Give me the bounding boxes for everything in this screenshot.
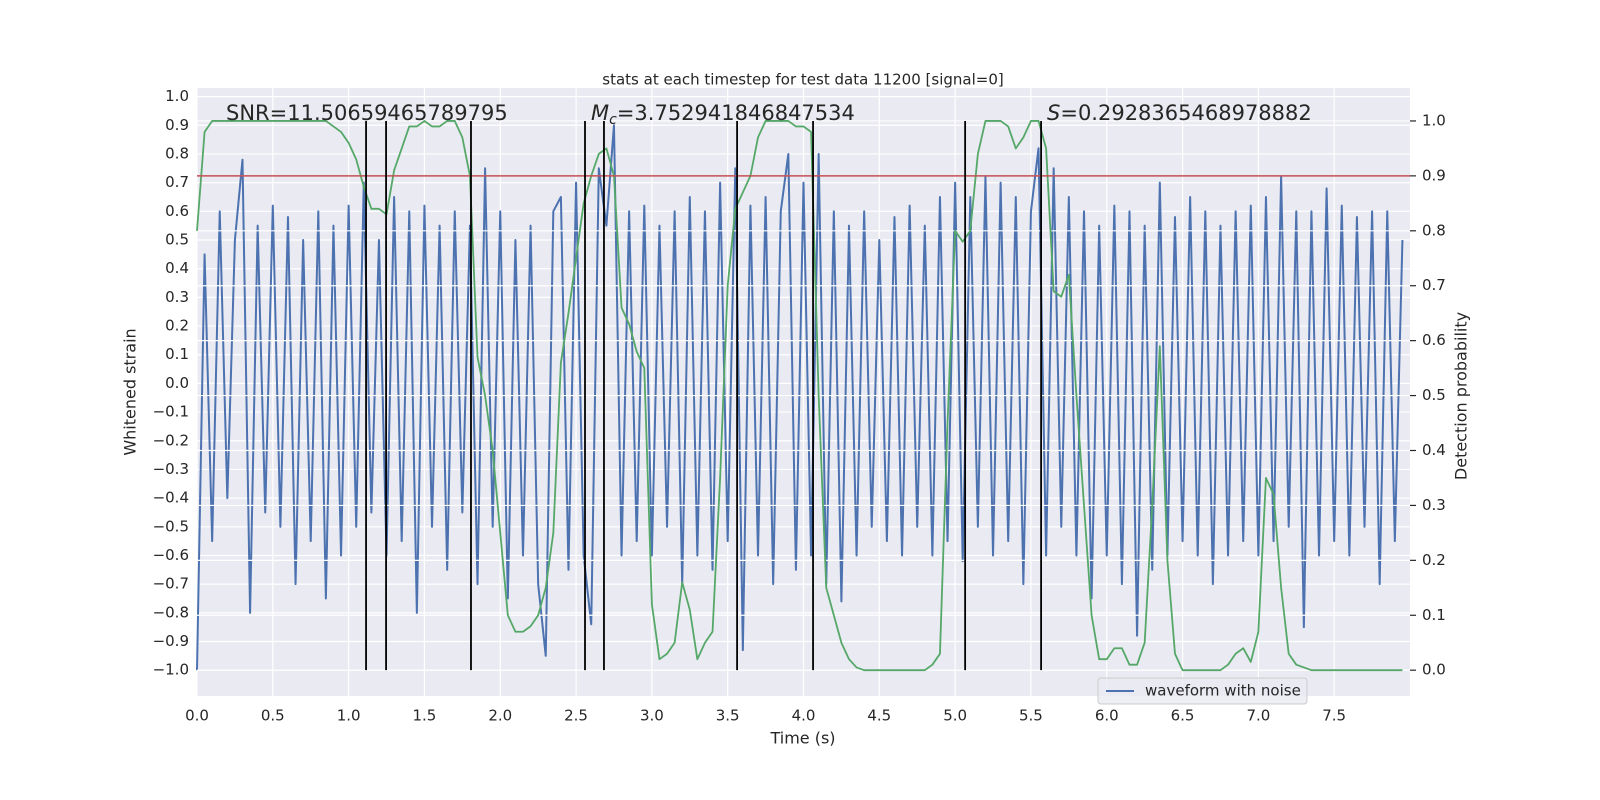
annotation: Mc=3.752941846847534 [591, 101, 855, 128]
y2-tick-label: 0.8 [1422, 221, 1446, 239]
x-tick-label: 5.0 [943, 707, 967, 725]
y-tick-label: −0.2 [153, 431, 189, 449]
y-tick-label: −0.3 [153, 460, 189, 478]
x-tick-label: 4.0 [792, 707, 816, 725]
y-tick-label: 0.3 [165, 288, 189, 306]
y-tick-label: 0.4 [165, 259, 189, 277]
y-tick-label: 0.2 [165, 317, 189, 335]
y2-tick-label: 0.6 [1422, 331, 1446, 349]
x-axis-label: Time (s) [769, 729, 835, 748]
x-tick-label: 6.0 [1095, 707, 1119, 725]
line-series [196, 124, 1404, 671]
y-tick-label: −0.6 [153, 546, 189, 564]
annotation-text: =0.2928365468978882 [1060, 101, 1311, 125]
annotation: SNR=11.50659465789795 [226, 101, 508, 125]
x-tick-label: 1.5 [413, 707, 437, 725]
y2-tick-label: 0.4 [1422, 441, 1446, 459]
y-tick-label: 0.7 [165, 173, 189, 191]
annotation-symbol: S [1047, 101, 1060, 125]
x-tick-label: 5.5 [1019, 707, 1043, 725]
annotation-symbol: M [591, 101, 609, 125]
y-tick-label: −0.4 [153, 489, 189, 507]
x-tick-label: 1.0 [337, 707, 361, 725]
y-tick-label: −0.5 [153, 517, 189, 535]
y2-tick-label: 0.2 [1422, 551, 1446, 569]
y-tick-label: −0.7 [153, 575, 189, 593]
y2-tick-label: 0.3 [1422, 496, 1446, 514]
y-tick-label: −1.0 [153, 661, 189, 679]
x-tick-label: 6.5 [1171, 707, 1195, 725]
legend-box [1097, 677, 1308, 705]
legend-label: waveform with noise [1145, 682, 1301, 700]
y2-axis-label: Detection probability [1452, 312, 1471, 480]
y-tick-label: 0.1 [165, 345, 189, 363]
x-tick-label: 0.0 [185, 707, 209, 725]
x-tick-label: 4.5 [867, 707, 891, 725]
annotation-text: =3.752941846847534 [617, 101, 855, 125]
annotation-text: SNR=11.50659465789795 [226, 101, 508, 125]
y-tick-label: 0.9 [165, 116, 189, 134]
chart-title: stats at each timestep for test data 112… [602, 71, 1003, 89]
y2-tick-label: 0.5 [1422, 386, 1446, 404]
y-tick-label: −0.8 [153, 603, 189, 621]
y2-tick-label: 1.0 [1422, 111, 1446, 129]
y-tick-label: 0.6 [165, 202, 189, 220]
y2-tick-label: 0.7 [1422, 276, 1446, 294]
annotation: S=0.2928365468978882 [1047, 101, 1312, 125]
y-tick-label: 1.0 [165, 87, 189, 105]
x-tick-label: 2.0 [488, 707, 512, 725]
x-tick-label: 2.5 [564, 707, 588, 725]
y2-tick-label: 0.9 [1422, 166, 1446, 184]
y-tick-label: 0.0 [165, 374, 189, 392]
x-tick-label: 3.0 [640, 707, 664, 725]
annotation-subscript: c [609, 112, 617, 128]
y-tick-label: 0.8 [165, 144, 189, 162]
x-tick-label: 3.5 [716, 707, 740, 725]
y-tick-label: 0.5 [165, 231, 189, 249]
y2-tick-label: 0.1 [1422, 606, 1446, 624]
line-series [196, 120, 1403, 672]
y-tick-label: −0.9 [153, 632, 189, 650]
x-tick-label: 0.5 [261, 707, 285, 725]
y-tick-label: −0.1 [153, 403, 189, 421]
y2-tick-label: 0.0 [1422, 661, 1446, 679]
x-tick-label: 7.0 [1246, 707, 1270, 725]
x-tick-label: 7.5 [1322, 707, 1346, 725]
y-axis-label: Whitened strain [121, 328, 140, 455]
